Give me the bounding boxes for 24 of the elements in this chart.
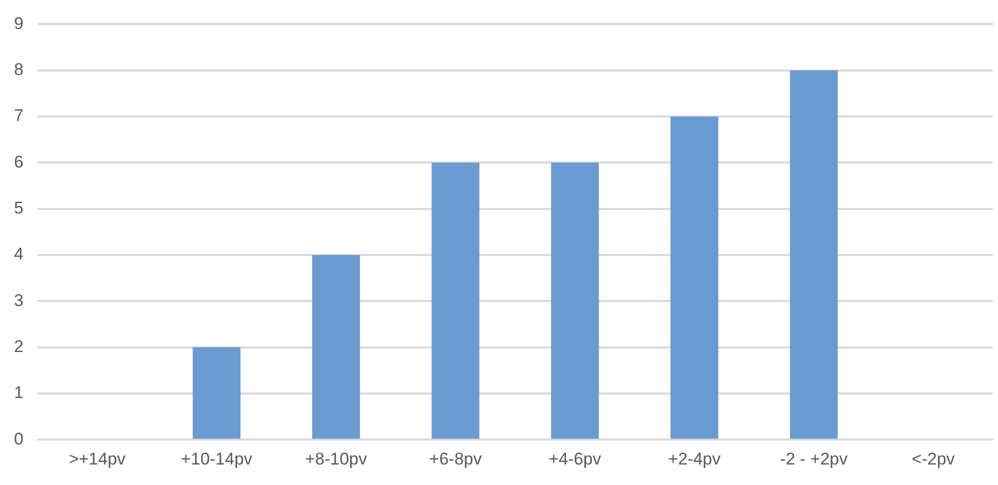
y-tick-label: 7 [14,106,24,126]
x-tick-label: +8-10pv [305,449,368,468]
x-tick-label: +10-14pv [180,449,253,468]
x-tick-label: >+14pv [68,449,126,468]
y-tick-label: 5 [14,198,24,218]
x-tick-label: <-2pv [912,449,956,468]
bar [312,254,360,439]
y-tick-label: 0 [14,429,24,448]
bar [432,162,480,439]
x-tick-label: +4-6pv [548,449,602,468]
y-tick-label: 1 [14,383,24,402]
y-tick-label: 9 [14,14,24,33]
y-tick-label: 6 [14,152,24,172]
y-tick-label: 8 [14,60,24,80]
y-tick-label: 2 [14,336,24,356]
bar [670,116,718,439]
x-tick-label: +6-8pv [429,449,482,468]
x-tick-label: +2-4pv [668,449,722,468]
bar [192,347,241,439]
y-tick-label: 4 [14,244,24,264]
bar [551,162,599,439]
x-tick-label: -2 - +2pv [780,449,848,468]
y-tick-label: 3 [14,290,24,310]
bar [790,70,838,439]
